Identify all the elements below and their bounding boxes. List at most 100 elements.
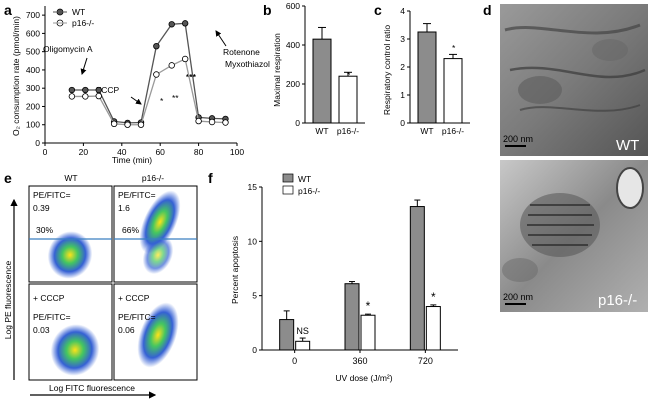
chart-a-point-wt xyxy=(68,86,76,94)
chart-f-xlabel: UV dose (J/m²) xyxy=(335,373,392,383)
chart-a-point-ko xyxy=(68,93,76,100)
chart-f-category-label: 720 xyxy=(418,356,433,366)
chart-a-oxygen-consumption: O₂ consumption rate (pmol/min) Time (min… xyxy=(11,6,270,165)
chart-a-xtick-label: 0 xyxy=(43,147,48,157)
panel-letter-a: a xyxy=(4,2,12,18)
chart-f-significance: * xyxy=(431,290,436,304)
legend-f-wt-swatch xyxy=(282,173,294,183)
flow-ratio-p16-cccp: 0.06 xyxy=(118,325,135,335)
chart-f-bar-wt xyxy=(344,283,360,351)
annotation-fccp: FCCP xyxy=(96,85,119,95)
chart-c-ytick-label: 0 xyxy=(400,118,405,128)
chart-b-ytick-label: 400 xyxy=(286,40,300,50)
chart-a-point-ko xyxy=(208,118,216,126)
chart-f-bar-ko xyxy=(360,314,376,351)
chart-b-maximal-respiration: Maximal respiration * 0 200 400 600 WT p16-/- xyxy=(272,1,365,136)
sig-mark-3: *** xyxy=(186,72,197,82)
chart-a-xtick-label: 40 xyxy=(117,147,127,157)
chart-a-ytick-label: 600 xyxy=(26,28,40,38)
sig-mark-2: ** xyxy=(172,93,179,103)
chart-b-ylabel: Maximal respiration xyxy=(272,33,282,107)
panel-letter-d: d xyxy=(483,2,492,18)
chart-f-bar-wt xyxy=(279,319,295,351)
chart-a-point-ko xyxy=(195,117,202,125)
chart-a-xtick-label: 100 xyxy=(230,147,244,157)
em-scale-bottom: 200 nm xyxy=(503,292,533,302)
legend-f-wt-label: WT xyxy=(298,174,311,184)
legend-f-ko-label: p16-/- xyxy=(298,186,320,196)
chart-a-xlabel: Time (min) xyxy=(112,155,152,165)
chart-c-sig: * xyxy=(452,43,456,53)
chart-c-ylabel: Respiratory control ratio xyxy=(382,25,392,116)
chart-f-ytick-label: 0 xyxy=(252,345,257,355)
chart-a-ylabel: O₂ consumption rate (pmol/min) xyxy=(11,16,21,136)
chart-c-ytick-label: 1 xyxy=(400,90,405,100)
flow-ratio-label-p16: PE/FITC= xyxy=(118,190,156,200)
em-label-wt: WT xyxy=(616,137,639,154)
chart-a-ytick-label: 200 xyxy=(26,101,40,111)
flow-treatment-wt: + CCCP xyxy=(33,293,65,303)
chart-f-significance: * xyxy=(366,299,371,313)
chart-f-bar-wt xyxy=(409,206,425,351)
chart-f-significance: NS xyxy=(296,326,309,336)
panel-letter-e: e xyxy=(4,170,12,186)
chart-a-point-ko xyxy=(137,121,145,128)
chart-a-ytick-label: 300 xyxy=(26,83,40,93)
flow-ratio-p16: 1.6 xyxy=(118,203,130,213)
chart-c-category-label: p16-/- xyxy=(442,126,464,136)
chart-f-ytick-label: 15 xyxy=(248,182,258,192)
flow-ratio-wt-cccp: 0.03 xyxy=(33,325,50,335)
chart-a-point-ko xyxy=(95,92,102,100)
flow-ratio-wt: 0.39 xyxy=(33,203,50,213)
chart-c-bar-ko xyxy=(443,58,463,124)
chart-f-ytick-label: 5 xyxy=(252,291,257,301)
chart-f-ylabel: Percent apoptosis xyxy=(230,236,240,304)
chart-b-category-label: WT xyxy=(315,126,328,136)
chart-f-bar-ko xyxy=(425,306,441,351)
panel-letter-c: c xyxy=(374,2,382,18)
chart-b-bar-wt xyxy=(312,38,332,124)
chart-f-bar-ko xyxy=(295,340,311,351)
em-scale-top: 200 nm xyxy=(503,134,533,144)
chart-a-ytick-label: 400 xyxy=(26,65,40,75)
chart-a-point-wt xyxy=(153,42,160,50)
sig-mark-1: * xyxy=(160,96,164,106)
chart-a-point-ko xyxy=(181,55,189,63)
em-images: 200 nm WT 200 nm p16-/- xyxy=(500,4,648,312)
flow-col-header-p16: p16-/- xyxy=(142,173,164,183)
chart-c-ytick-label: 4 xyxy=(400,6,405,16)
chart-a-series-ko-line xyxy=(71,58,226,126)
chart-b-sig: * xyxy=(347,70,351,80)
flow-xlabel: Log FITC fluorescence xyxy=(49,383,135,393)
chart-a-point-ko xyxy=(153,71,160,78)
chart-b-bar-ko xyxy=(338,75,358,124)
chart-f-category-label: 0 xyxy=(292,356,297,366)
chart-a-point-ko xyxy=(110,120,118,128)
chart-a-xtick-label: 20 xyxy=(79,147,89,157)
chart-a-point-ko xyxy=(222,119,229,126)
em-label-p16: p16-/- xyxy=(598,292,637,309)
chart-c-ytick-label: 2 xyxy=(400,62,405,72)
chart-a-point-wt xyxy=(95,86,102,94)
chart-b-ytick-label: 200 xyxy=(286,79,300,89)
chart-f-legend: WT p16-/- xyxy=(282,173,320,196)
chart-a-series-wt-line xyxy=(71,22,226,124)
chart-a-point-ko xyxy=(124,121,131,128)
flow-percent-p16: 66% xyxy=(122,225,139,235)
chart-a-point-wt xyxy=(181,20,189,27)
legend-ko-label: p16-/- xyxy=(72,18,94,28)
chart-a-ytick-label: 0 xyxy=(35,138,40,148)
flow-percent-wt: 30% xyxy=(36,225,53,235)
flow-ratio-label-p16-cccp: PE/FITC= xyxy=(118,312,156,322)
annotation-rotenone: Rotenone xyxy=(223,47,260,57)
chart-b-ytick-label: 0 xyxy=(295,118,300,128)
chart-a-ytick-label: 500 xyxy=(26,47,40,57)
chart-f-category-label: 360 xyxy=(352,356,367,366)
annotation-myxothiazol: Myxothiazol xyxy=(225,59,270,69)
flow-ratio-label-wt-cccp: PE/FITC= xyxy=(33,312,71,322)
chart-c-category-label: WT xyxy=(420,126,433,136)
panel-letter-b: b xyxy=(263,2,272,18)
chart-a-ytick-label: 700 xyxy=(26,10,40,20)
chart-a-point-wt xyxy=(82,86,89,94)
